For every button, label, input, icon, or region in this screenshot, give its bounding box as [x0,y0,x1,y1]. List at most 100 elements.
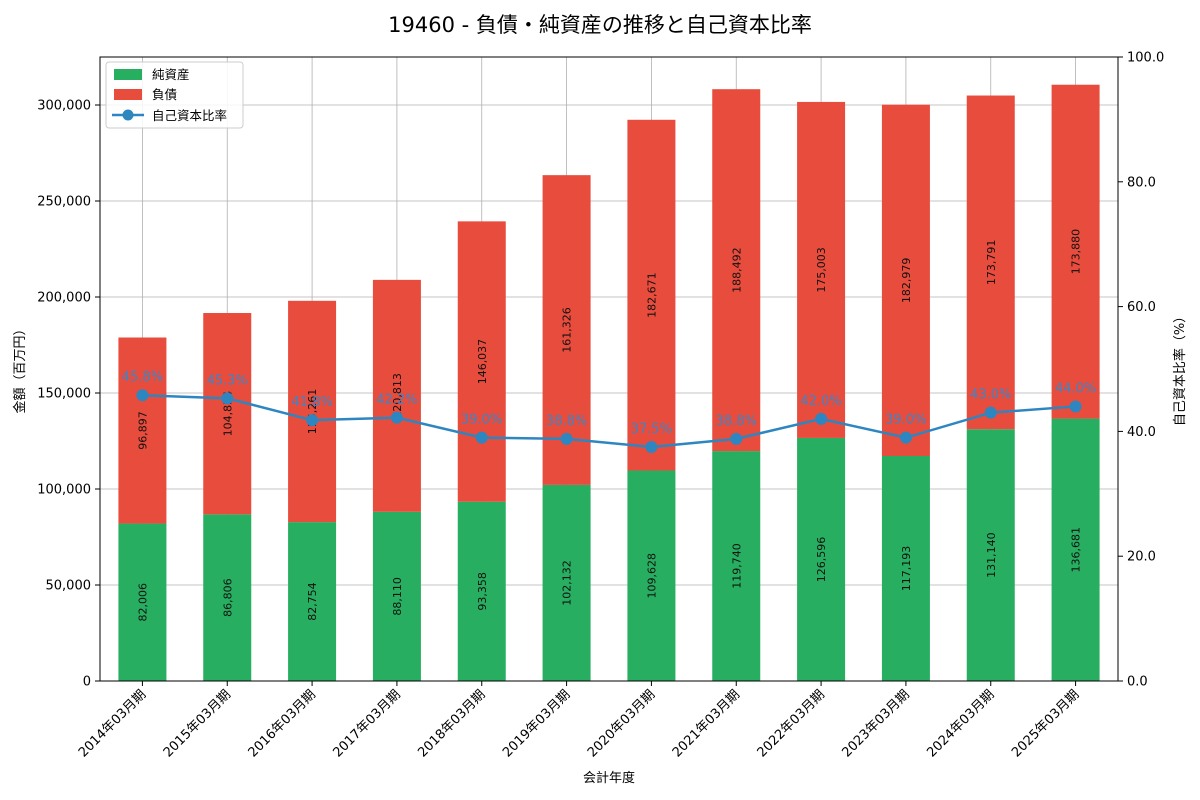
x-tick-label: 2020年03月期 [585,687,658,760]
y-tick-label: 50,000 [46,579,92,594]
bar-label-liabilities: 175,003 [815,247,828,293]
ratio-label: 44.0% [1055,381,1096,396]
legend-label-equity: 純資産 [152,67,190,82]
x-tick-label: 2018年03月期 [415,687,488,760]
bar-label-liabilities: 146,037 [476,339,489,385]
bar-liabilities [881,104,930,456]
bar-liabilities [712,89,761,452]
y2-tick-label: 60.0 [1127,300,1156,315]
bar-liabilities [966,95,1015,430]
y2-tick-label: 40.0 [1127,425,1156,440]
bar-equity [797,437,846,681]
bar-label-liabilities: 96,897 [136,411,149,450]
y-tick-label: 200,000 [37,291,91,306]
y-tick-label: 250,000 [37,195,91,210]
legend-label-liabilities: 負債 [152,87,177,102]
y2-tick-label: 20.0 [1127,550,1156,565]
ratio-label: 39.0% [885,413,926,428]
bar-liabilities [203,313,252,515]
x-tick-label: 2024年03月期 [924,687,997,760]
bar-equity [542,484,591,681]
ratio-point [560,432,573,445]
bar-liabilities [627,119,676,471]
bar-label-liabilities: 161,326 [561,307,574,353]
ratio-label: 42.2% [376,393,417,408]
ratio-label: 38.8% [716,414,757,429]
bar-label-equity: 109,628 [645,553,658,599]
ratio-point [730,432,743,445]
legend-label-ratio: 自己資本比率 [152,108,227,123]
x-tick-label: 2022年03月期 [755,687,828,760]
ratio-point [136,389,149,402]
ratio-point [1069,400,1082,413]
x-tick-label: 2021年03月期 [670,687,743,760]
x-tick-label: 2023年03月期 [839,687,912,760]
x-tick-label: 2025年03月期 [1009,687,1082,760]
ratio-label: 41.8% [291,395,332,410]
ratio-point [475,431,488,444]
bar-label-equity: 88,110 [391,577,404,616]
y2-axis-label: 自己資本比率（%） [1172,310,1188,426]
x-tick-label: 2019年03月期 [500,687,573,760]
y2-tick-label: 0.0 [1127,675,1148,690]
ratio-label: 45.3% [207,373,248,388]
bar-label-equity: 119,740 [730,543,743,589]
ratio-line-path [142,393,1076,449]
ratio-point [390,411,403,424]
bar-liabilities [797,101,846,438]
x-tick-label: 2014年03月期 [76,687,149,760]
y2-tick-label: 100.0 [1127,51,1164,66]
bar-labels: 82,00696,89786,806104,85482,754115,26188… [136,229,1082,622]
bar-label-equity: 126,596 [815,537,828,583]
x-axis-label: 会計年度 [583,770,635,786]
legend-swatch-liabilities [114,89,142,100]
y-tick-label: 0 [83,675,91,690]
bar-label-equity: 136,681 [1070,527,1083,573]
y-tick-label: 100,000 [37,483,91,498]
bar-label-liabilities: 120,813 [391,373,404,419]
bar-label-liabilities: 182,979 [900,258,913,304]
x-tick-label: 2017年03月期 [330,687,403,760]
x-tick-label: 2015年03月期 [161,687,234,760]
bar-label-liabilities: 173,791 [985,240,998,286]
ratio-label: 45.8% [122,370,163,385]
y2-tick-label: 80.0 [1127,175,1156,190]
grid [100,57,1118,682]
bar-liabilities [372,279,421,512]
ratio-label: 39.0% [461,413,502,428]
ratio-label: 37.5% [631,422,672,437]
bar-label-equity: 86,806 [221,578,234,617]
plot-frame [99,56,1119,682]
bar-label-equity: 82,754 [306,582,319,621]
bars [118,84,1100,681]
y-tick-label: 150,000 [37,387,91,402]
bar-label-equity: 93,358 [476,572,489,611]
chart-title: 19460 - 負債・純資産の推移と自己資本比率 [388,13,812,37]
bar-label-equity: 131,140 [985,532,998,578]
bar-equity [966,429,1015,681]
ratio-point [899,431,912,444]
x-tick-label: 2016年03月期 [246,687,319,760]
bar-equity [627,470,676,681]
legend-swatch-equity [114,69,142,80]
bar-liabilities [457,221,506,502]
ratio-point [645,441,658,453]
ratio-line: 45.8% 45.3% 41.8% 42.2% 39.0% 38.8% 37.5% 38.8%… [122,370,1096,453]
ratio-label: 42.0% [800,394,841,409]
bar-equity [203,514,252,681]
bar-equity [1051,418,1100,681]
bar-label-equity: 82,006 [136,583,149,622]
bar-label-liabilities: 182,671 [645,272,658,318]
bar-label-liabilities: 173,880 [1070,229,1083,275]
bar-liabilities [118,337,167,524]
bar-label-equity: 117,193 [900,546,913,592]
bar-equity [372,511,421,681]
y-tick-label: 300,000 [37,99,91,114]
bar-label-equity: 102,132 [561,560,574,606]
bar-label-liabilities: 188,492 [730,247,743,293]
ratio-point [984,406,997,419]
bar-equity [881,455,930,681]
ratio-point [221,392,234,405]
